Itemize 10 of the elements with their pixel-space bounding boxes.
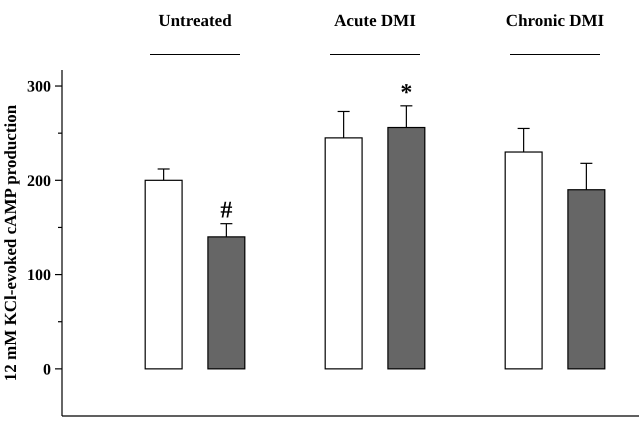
annotation: * — [400, 80, 412, 106]
x-tick-label: Acute DMI — [333, 11, 417, 31]
y-tick-label: 200 — [27, 172, 51, 190]
y-tick-label: 0 — [43, 361, 51, 378]
annotation: # — [220, 198, 232, 224]
y-tick-label: 300 — [27, 78, 51, 96]
y-axis-title: 12 mM KCl-evoked cAMP production — [1, 104, 20, 382]
x-tick-label: Chronic DMI — [504, 11, 606, 31]
x-tick-label: Untreated — [157, 11, 233, 31]
y-tick-label: 100 — [27, 267, 51, 284]
